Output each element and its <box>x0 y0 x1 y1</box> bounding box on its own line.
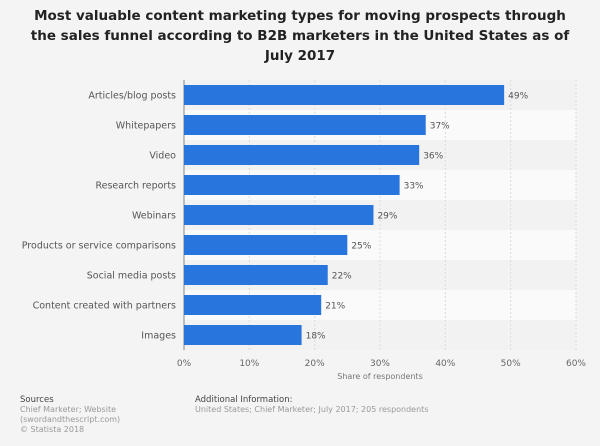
bar <box>184 175 400 195</box>
x-tick-label: 10% <box>239 359 259 369</box>
data-label: 33% <box>404 182 424 192</box>
copyright: © Statista 2018 <box>20 425 85 434</box>
category-label: Articles/blog posts <box>88 91 176 102</box>
sources-block: Sources Chief Marketer; Website (swordan… <box>20 395 120 435</box>
data-label: 25% <box>351 242 371 252</box>
data-label: 18% <box>306 332 326 342</box>
x-tick-label: 20% <box>305 359 325 369</box>
additional-info-text: United States; Chief Marketer; July 2017… <box>195 405 429 414</box>
category-label: Images <box>141 331 176 342</box>
category-label: Products or service comparisons <box>22 241 176 252</box>
x-axis-label: Share of respondents <box>337 372 423 381</box>
data-label: 21% <box>325 302 345 312</box>
chart-title: Most valuable content marketing types fo… <box>30 8 570 64</box>
data-label: 49% <box>508 92 528 102</box>
data-label: 29% <box>377 212 397 222</box>
x-tick-label: 60% <box>566 359 586 369</box>
bar <box>184 205 374 225</box>
bar <box>184 85 505 105</box>
category-label: Video <box>149 151 176 162</box>
additional-info-heading: Additional Information: <box>195 395 293 405</box>
bar-chart: 0% 10% 20% 30% 40% 50% 60% Articles/blog posts 4… <box>22 80 586 381</box>
bar <box>184 325 302 345</box>
bar <box>184 115 426 135</box>
x-tick-label: 50% <box>501 359 521 369</box>
sources-line: Chief Marketer; Website <box>20 405 116 414</box>
additional-info-block: Additional Information: United States; C… <box>195 395 428 415</box>
category-label: Whitepapers <box>116 121 176 132</box>
category-label: Social media posts <box>87 271 176 282</box>
data-label: 36% <box>423 152 443 162</box>
data-label: 37% <box>430 122 450 132</box>
sources-line: (swordandthescript.com) <box>20 415 121 424</box>
bar <box>184 145 420 165</box>
bar <box>184 265 328 285</box>
category-label: Content created with partners <box>33 301 176 312</box>
x-tick-label: 0% <box>177 359 192 369</box>
x-tick-label: 30% <box>370 359 390 369</box>
category-label: Research reports <box>95 181 176 192</box>
x-tick-label: 40% <box>435 359 455 369</box>
category-label: Webinars <box>132 211 176 222</box>
bar <box>184 235 348 255</box>
sources-heading: Sources <box>20 395 54 405</box>
data-label: 22% <box>332 272 352 282</box>
bar <box>184 295 322 315</box>
